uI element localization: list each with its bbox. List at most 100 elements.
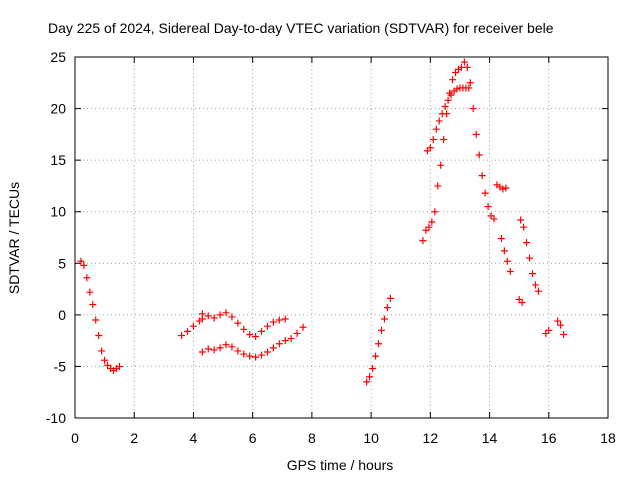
data-point	[429, 136, 437, 144]
data-point	[275, 316, 283, 324]
data-point	[77, 257, 85, 265]
series-arc2	[178, 315, 206, 339]
data-point	[104, 361, 112, 369]
data-point	[383, 304, 391, 312]
data-point	[432, 125, 440, 133]
data-point	[453, 85, 461, 93]
data-point	[240, 350, 248, 358]
data-point	[475, 151, 483, 159]
data-point	[184, 327, 192, 335]
data-point	[369, 364, 377, 372]
series-arc7	[423, 84, 473, 155]
chart-title: Day 225 of 2024, Sidereal Day-to-day VTE…	[48, 20, 554, 36]
data-point	[423, 147, 431, 155]
data-point	[503, 257, 511, 265]
series-arc1	[77, 257, 123, 375]
series-arc5	[363, 294, 394, 386]
data-point	[89, 301, 97, 309]
data-point	[545, 326, 553, 334]
x-tick-label: 18	[600, 430, 616, 446]
data-point	[426, 144, 434, 152]
data-point	[531, 281, 539, 289]
data-point	[466, 79, 474, 87]
data-point	[515, 295, 523, 303]
axis-ticks	[74, 56, 609, 419]
data-point	[506, 268, 514, 276]
data-point	[372, 352, 380, 360]
data-point	[425, 223, 433, 231]
y-tick-label: 20	[50, 101, 66, 117]
data-point	[228, 343, 236, 351]
data-point	[554, 317, 562, 325]
series-arc4	[198, 323, 307, 361]
data-point	[523, 239, 531, 247]
data-point	[422, 226, 430, 234]
x-tick-label: 2	[130, 430, 138, 446]
data-point	[557, 321, 565, 329]
data-point	[469, 105, 477, 113]
data-point	[246, 330, 254, 338]
data-point	[520, 223, 528, 231]
data-point	[189, 322, 197, 330]
data-point	[500, 247, 508, 255]
plot-frame	[74, 56, 609, 419]
series-arc13	[554, 317, 568, 338]
data-point	[222, 309, 230, 317]
x-tick-label: 6	[249, 430, 257, 446]
data-point	[380, 315, 388, 323]
data-point	[269, 344, 277, 352]
data-point	[452, 68, 460, 76]
data-point	[457, 63, 465, 71]
data-point	[490, 215, 498, 223]
data-point	[234, 319, 242, 327]
x-tick-label: 16	[541, 430, 557, 446]
y-tick-label: -10	[46, 410, 66, 426]
data-point	[92, 316, 100, 324]
data-point	[528, 270, 536, 278]
y-tick-label: 10	[50, 204, 66, 220]
data-point	[431, 208, 439, 216]
data-point	[228, 313, 236, 321]
data-point	[517, 216, 525, 224]
series-arc9	[497, 235, 514, 276]
data-point	[222, 341, 230, 349]
data-point	[481, 189, 489, 197]
data-point	[499, 185, 507, 193]
data-point	[115, 362, 123, 370]
series-arc8	[493, 181, 510, 193]
series-arc12	[542, 326, 553, 337]
data-point	[293, 329, 301, 337]
data-point	[428, 218, 436, 226]
y-tick-label: 25	[50, 49, 66, 65]
data-point	[497, 235, 505, 243]
x-axis-title: GPS time / hours	[287, 457, 394, 473]
data-point	[101, 356, 109, 364]
series-arc6	[419, 58, 498, 245]
data-point	[258, 351, 266, 359]
data-point	[234, 347, 242, 355]
data-point	[434, 182, 442, 190]
data-point	[478, 172, 486, 180]
y-tick-label: 5	[58, 255, 66, 271]
series-arc3	[198, 309, 289, 341]
data-point	[447, 91, 455, 99]
data-point	[463, 63, 471, 71]
data-point	[204, 345, 212, 353]
y-tick-labels: -10 -5 0 5 10 15 20 25	[46, 49, 66, 426]
data-point	[444, 96, 452, 104]
data-point	[299, 323, 307, 331]
data-point	[366, 373, 374, 381]
x-tick-label: 14	[482, 430, 498, 446]
data-point	[518, 298, 526, 306]
data-point	[437, 161, 445, 169]
data-point	[460, 58, 468, 66]
x-tick-label: 4	[190, 430, 198, 446]
data-point	[240, 325, 248, 333]
data-point	[502, 184, 510, 192]
x-tick-label: 8	[308, 430, 316, 446]
data-point	[258, 327, 266, 335]
data-point	[252, 333, 260, 341]
data-point	[472, 130, 480, 138]
data-point	[95, 331, 103, 339]
